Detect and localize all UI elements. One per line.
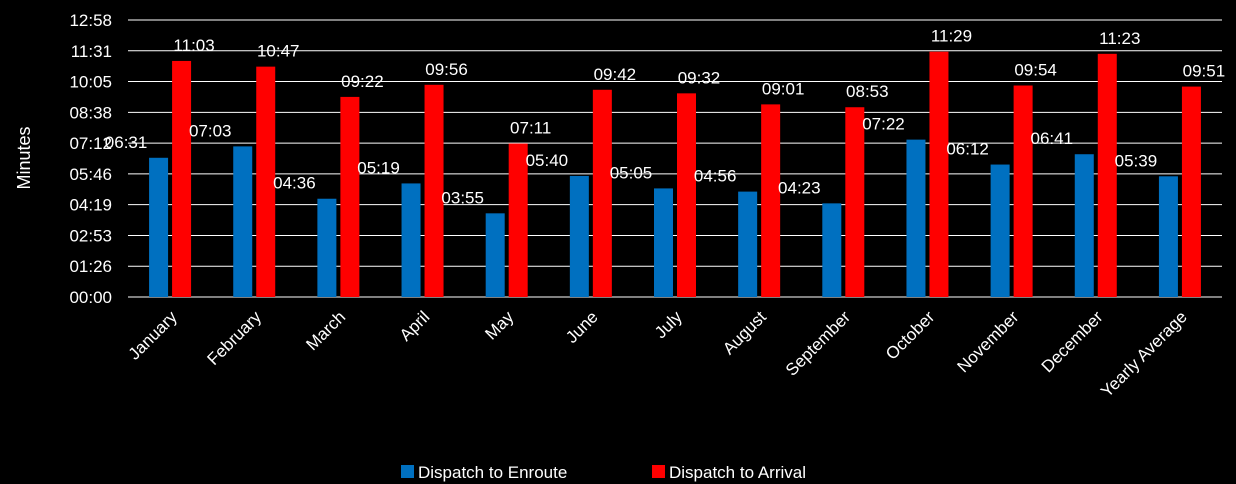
y-tick-label: 05:46: [69, 165, 112, 184]
data-label: 11:03: [173, 36, 214, 55]
data-label: 09:42: [594, 65, 637, 84]
bar-dispatch-to-arrival: [761, 104, 781, 297]
data-label: 09:22: [341, 72, 384, 91]
bar-dispatch-to-arrival: [172, 60, 192, 297]
bar-dispatch-to-arrival: [845, 107, 865, 298]
x-tick-label: February: [204, 307, 266, 369]
x-tick-label: Yearly Average: [1097, 307, 1191, 401]
bar-dispatch-to-enroute: [990, 164, 1010, 297]
data-label: 04:23: [778, 178, 821, 197]
bar-dispatch-to-enroute: [654, 188, 673, 297]
legend-label: Dispatch to Arrival: [669, 463, 806, 482]
bar-dispatch-to-enroute: [569, 175, 589, 297]
y-axis-ticks: 00:00 01:26 02:53 04:19 05:46 07:12 08:38 10:05…: [69, 11, 112, 307]
y-tick-label: 10:05: [69, 73, 112, 92]
x-tick-label: November: [954, 307, 1023, 376]
y-tick-label: 07:12: [69, 134, 112, 153]
y-tick-label: 11:31: [71, 42, 112, 61]
bars: [149, 51, 1201, 298]
bar-dispatch-to-arrival: [424, 84, 444, 297]
bar-dispatch-to-arrival: [508, 143, 528, 297]
data-label: 07:11: [510, 119, 551, 138]
data-label: 09:32: [678, 68, 721, 87]
bar-dispatch-to-arrival: [1097, 53, 1117, 297]
data-label: 10:47: [257, 42, 300, 61]
y-tick-label: 02:53: [69, 226, 112, 245]
bar-dispatch-to-enroute: [485, 213, 505, 297]
bar-dispatch-to-enroute: [906, 139, 926, 297]
bar-dispatch-to-arrival: [340, 96, 360, 298]
bar-dispatch-to-arrival: [1013, 85, 1033, 297]
data-label: 11:29: [931, 27, 972, 46]
data-label: 06:31: [105, 133, 148, 152]
data-label: 06:41: [1030, 129, 1073, 148]
bar-dispatch-to-arrival: [1181, 86, 1201, 298]
y-axis-title: Minutes: [14, 126, 34, 189]
bar-dispatch-to-enroute: [822, 203, 842, 297]
data-label: 05:05: [610, 163, 653, 182]
y-tick-label: 00:00: [69, 288, 112, 307]
data-label: 09:56: [425, 60, 468, 79]
bar-dispatch-to-enroute: [149, 157, 169, 297]
gridlines: [128, 19, 1222, 298]
bar-dispatch-to-arrival: [592, 89, 612, 298]
x-tick-label: August: [719, 307, 770, 358]
data-labels: 06:31 11:03 07:03 10:47 04:36 09:22 05:19 09:56…: [105, 27, 1225, 208]
legend-label: Dispatch to Enroute: [418, 463, 567, 482]
bar-dispatch-to-enroute: [738, 191, 758, 297]
x-tick-label: October: [882, 307, 938, 363]
data-label: 07:22: [862, 115, 905, 134]
x-tick-label: May: [481, 307, 517, 343]
x-tick-label: March: [302, 307, 349, 354]
data-label: 04:36: [273, 174, 316, 193]
legend: Dispatch to Enroute Dispatch to Arrival: [401, 463, 806, 482]
data-label: 04:56: [694, 167, 737, 186]
data-label: 05:40: [526, 151, 569, 170]
data-label: 09:01: [762, 79, 805, 98]
y-tick-label: 01:26: [69, 257, 112, 276]
data-label: 05:39: [1115, 151, 1158, 170]
data-label: 07:03: [189, 121, 232, 140]
data-label: 09:51: [1183, 62, 1226, 81]
y-tick-label: 04:19: [69, 196, 112, 215]
x-tick-label: December: [1038, 307, 1107, 376]
x-axis-ticks: January February March April May June July Augu…: [125, 307, 1191, 401]
bar-dispatch-to-enroute: [1158, 176, 1178, 297]
data-label: 06:12: [946, 140, 989, 159]
x-tick-label: September: [782, 307, 854, 379]
data-label: 05:19: [357, 158, 400, 177]
x-tick-label: June: [562, 307, 602, 347]
y-tick-label: 08:38: [69, 103, 112, 122]
x-tick-label: January: [125, 307, 182, 364]
legend-swatch: [652, 465, 665, 478]
bar-dispatch-to-enroute: [401, 183, 421, 297]
bar-dispatch-to-enroute: [317, 198, 337, 297]
legend-swatch: [401, 465, 414, 478]
x-tick-label: July: [651, 307, 686, 342]
bar-dispatch-to-arrival: [929, 51, 949, 298]
data-label: 11:23: [1099, 29, 1140, 48]
data-label: 03:55: [441, 188, 484, 207]
x-tick-label: April: [396, 307, 433, 344]
data-label: 09:54: [1014, 61, 1057, 80]
bar-dispatch-to-arrival: [677, 93, 696, 297]
bar-dispatch-to-enroute: [1074, 154, 1094, 297]
data-label: 08:53: [846, 82, 889, 101]
y-tick-label: 12:58: [69, 11, 112, 30]
bar-dispatch-to-arrival: [256, 66, 276, 297]
bar-dispatch-to-enroute: [233, 146, 253, 297]
